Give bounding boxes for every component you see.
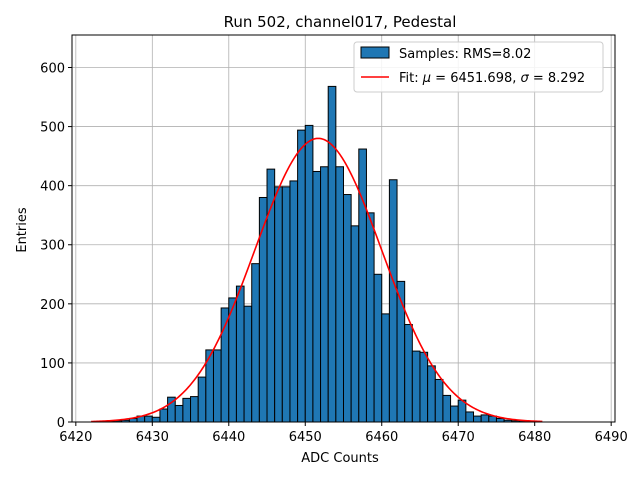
x-tick-label: 6470 (442, 430, 475, 445)
histogram-bar (404, 324, 413, 423)
histogram-bar (182, 397, 192, 423)
legend-bar-swatch (360, 46, 390, 59)
y-tick-label: 300 (40, 239, 65, 254)
legend-fit-label: Fit: μ = 6451.698, σ = 8.292 (399, 71, 585, 86)
y-tick-label: 500 (40, 121, 65, 136)
legend-samples-label: Samples: RMS=8.02 (399, 47, 531, 62)
x-tick-label: 6490 (595, 430, 628, 445)
y-tick-label: 0 (57, 416, 65, 431)
histogram-bar (235, 285, 245, 423)
histogram-bar (289, 180, 299, 423)
histogram-bar (251, 263, 260, 423)
x-tick-label: 6480 (518, 430, 551, 445)
histogram-bar (434, 378, 444, 423)
histogram-bar (495, 417, 505, 423)
histogram-bar (388, 179, 398, 423)
histogram-bar (457, 399, 467, 423)
plot-frame (71, 34, 616, 423)
histogram-bar (312, 170, 322, 423)
x-tick-label: 6450 (289, 430, 322, 445)
y-axis-label: Entries (15, 207, 30, 253)
histogram-bar (151, 416, 161, 423)
fit-curve-group (91, 137, 543, 423)
histogram-bar (465, 411, 475, 423)
histogram-bar (228, 297, 237, 423)
histogram-bar (427, 365, 436, 423)
histogram-bar (411, 350, 421, 423)
histogram-bar (358, 148, 367, 423)
histogram-bar (281, 186, 291, 423)
histogram-bar (442, 394, 452, 423)
histogram-bar (473, 415, 482, 423)
histogram-bar (144, 415, 153, 423)
histogram-bar (258, 196, 268, 423)
axis-ticks: 6420 6430 6440 6450 6460 6470 6480 6490 0 100 200 3… (40, 61, 628, 445)
histogram-bar (365, 212, 375, 423)
histogram-bar (381, 313, 390, 423)
histogram-bar (419, 351, 429, 423)
x-tick-label: 6430 (136, 430, 169, 445)
histogram-bar (197, 376, 207, 423)
y-tick-label: 400 (40, 180, 65, 195)
histogram-bar (350, 225, 360, 423)
histogram-bar (450, 405, 459, 423)
histogram-bar (159, 408, 169, 423)
histogram-bar (480, 414, 490, 423)
y-tick-label: 200 (40, 298, 65, 313)
y-tick-label: 100 (40, 357, 65, 372)
histogram-bar (174, 404, 184, 423)
x-tick-label: 6440 (212, 430, 245, 445)
histogram-bar (373, 273, 383, 423)
legend: Samples: RMS=8.02 Fit: μ = 6451.698, σ =… (353, 41, 604, 93)
histogram-bar (274, 186, 283, 423)
histogram-bar (304, 124, 314, 423)
histogram-bar (327, 85, 337, 423)
chart-title: Run 502, channel017, Pedestal (224, 13, 457, 31)
histogram-bar (297, 129, 306, 423)
histogram-bar (320, 166, 329, 423)
histogram-bar (335, 166, 344, 423)
x-axis-label: ADC Counts (301, 451, 379, 466)
histogram-bar (212, 349, 222, 423)
histogram-bar (343, 194, 352, 423)
histogram-bar (190, 396, 199, 423)
x-tick-label: 6420 (59, 430, 92, 445)
histogram-bars (105, 85, 536, 423)
histogram-bar (243, 305, 253, 423)
legend-box (353, 41, 604, 93)
y-tick-label: 600 (40, 61, 65, 76)
fit-curve (91, 137, 543, 423)
x-tick-label: 6460 (365, 430, 398, 445)
